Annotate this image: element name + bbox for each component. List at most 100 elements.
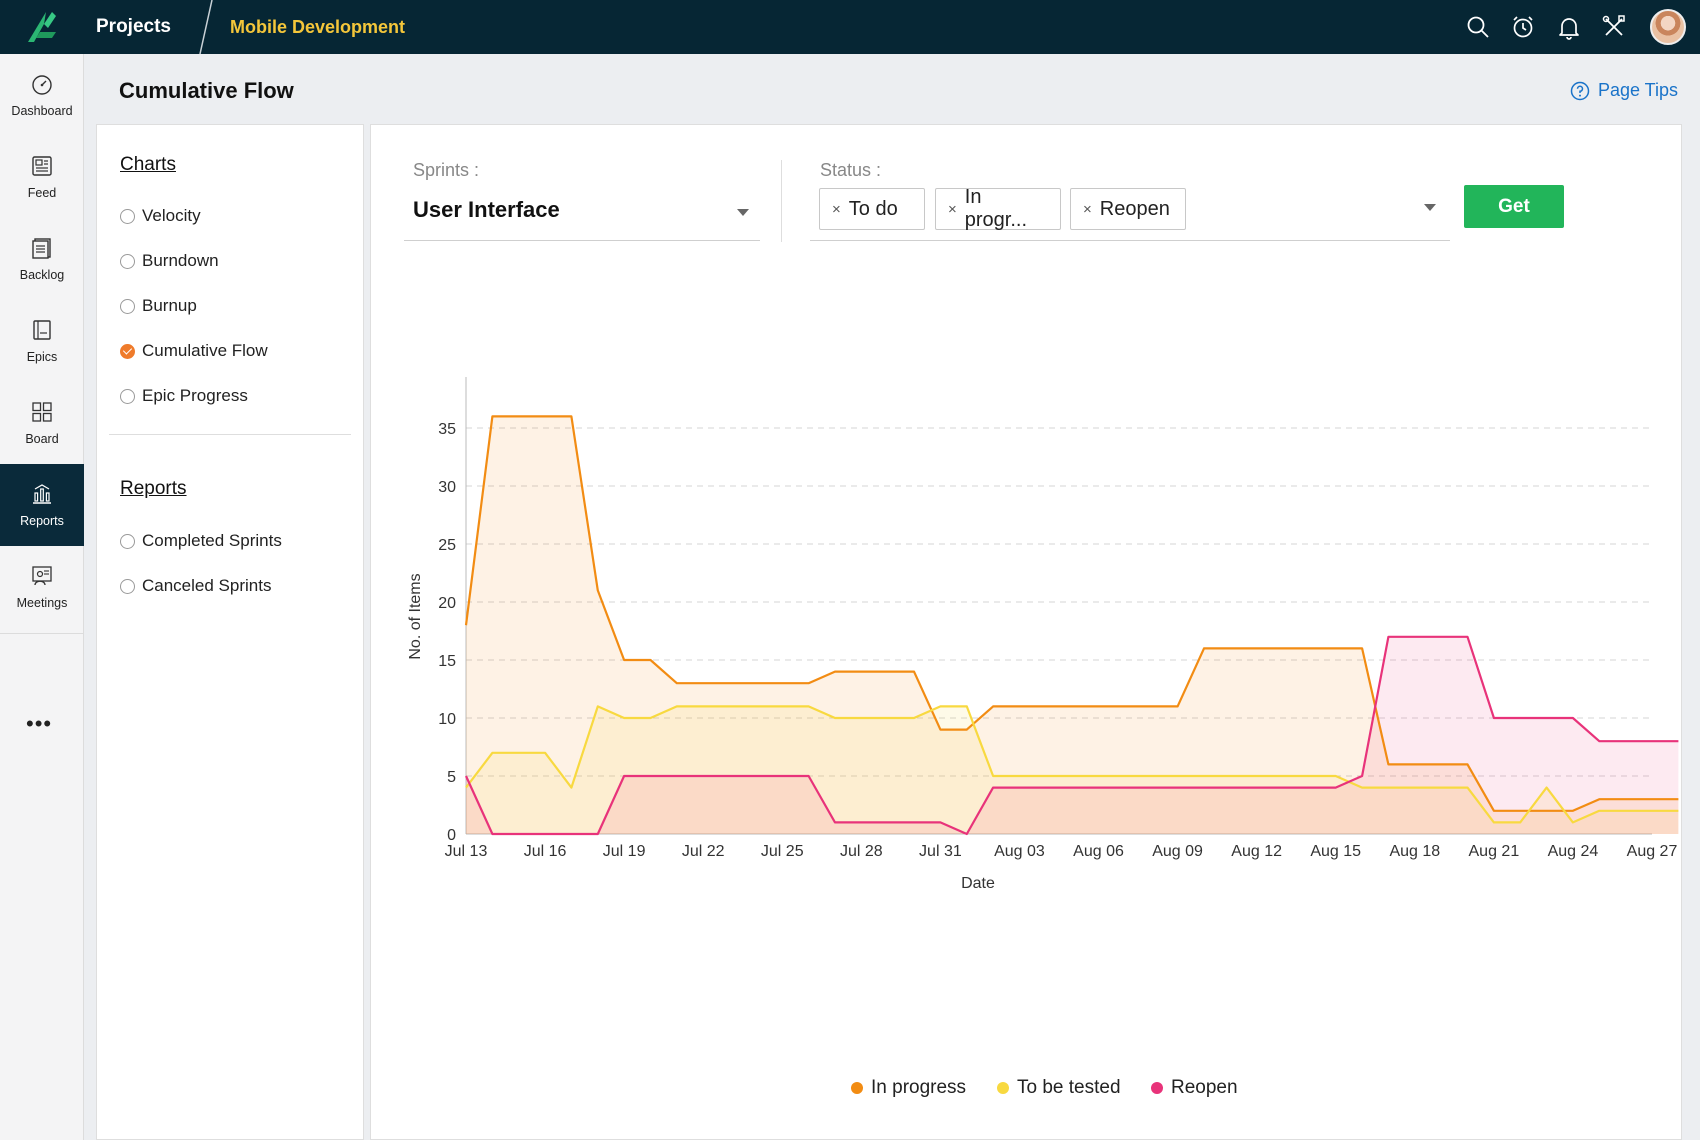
legend-item-reopen[interactable]: Reopen xyxy=(1151,1077,1238,1099)
alarm-clock-icon[interactable] xyxy=(1510,14,1536,40)
nav-label: Dashboard xyxy=(11,104,73,118)
nav-label: Backlog xyxy=(19,268,65,282)
y-tick-label: 25 xyxy=(438,537,456,554)
board-icon xyxy=(32,402,52,422)
x-tick-label: Jul 31 xyxy=(919,843,962,860)
app-logo[interactable] xyxy=(22,10,62,46)
epics-icon xyxy=(33,320,51,340)
status-chip-todo[interactable]: × To do xyxy=(819,188,925,230)
series-line-in-progress xyxy=(464,415,1679,812)
chart-selector-panel: Charts Velocity Burndown Burnup Cumulati… xyxy=(96,124,364,1140)
chart-option-label: Burndown xyxy=(142,251,219,270)
nav-item-backlog[interactable]: Backlog xyxy=(0,218,84,300)
nav-item-dashboard[interactable]: Dashboard xyxy=(0,54,84,136)
x-tick-label: Aug 21 xyxy=(1469,843,1520,860)
legend-dot xyxy=(851,1082,863,1094)
bell-icon[interactable] xyxy=(1556,14,1582,40)
page-header: Cumulative Flow Page Tips xyxy=(84,54,1700,124)
x-tick-label: Aug 06 xyxy=(1073,843,1124,860)
help-icon xyxy=(1570,81,1590,100)
side-divider xyxy=(109,434,351,435)
chart-option-label: Velocity xyxy=(142,206,201,225)
remove-chip-icon[interactable]: × xyxy=(948,200,957,218)
radio-button[interactable] xyxy=(120,208,135,224)
charts-heading[interactable]: Charts xyxy=(120,154,176,175)
chart-option-velocity[interactable]: Velocity xyxy=(120,206,201,226)
legend-dot xyxy=(1151,1082,1163,1094)
chart-option-burndown[interactable]: Burndown xyxy=(120,251,219,271)
get-button[interactable]: Get xyxy=(1464,185,1564,228)
nav-label: Board xyxy=(25,432,59,446)
sprint-dropdown-caret-icon[interactable] xyxy=(737,209,749,216)
top-bar: Projects Mobile Development xyxy=(0,0,1700,54)
project-name[interactable]: Mobile Development xyxy=(230,17,406,37)
chart-panel: Sprints : User Interface Status : × To d… xyxy=(370,124,1682,1140)
remove-chip-icon[interactable]: × xyxy=(1083,200,1092,218)
x-axis-title: Date xyxy=(961,875,995,892)
reports-icon xyxy=(33,484,51,504)
status-chip-reopen[interactable]: × Reopen xyxy=(1070,188,1186,230)
legend-item-to-be-tested[interactable]: To be tested xyxy=(997,1077,1121,1099)
x-tick-label: Jul 13 xyxy=(445,843,488,860)
chart-option-label: Epic Progress xyxy=(142,386,248,405)
x-tick-label: Aug 03 xyxy=(994,843,1045,860)
y-tick-label: 35 xyxy=(438,421,456,438)
legend-dot xyxy=(997,1082,1009,1094)
projects-link[interactable]: Projects xyxy=(96,16,171,37)
report-option-label: Canceled Sprints xyxy=(142,576,272,595)
nav-item-board[interactable]: Board xyxy=(0,382,84,464)
x-tick-label: Aug 24 xyxy=(1548,843,1599,860)
radio-button[interactable] xyxy=(120,253,135,269)
user-avatar[interactable] xyxy=(1650,9,1686,45)
breadcrumb-separator xyxy=(199,0,213,54)
page-tips-link[interactable]: Page Tips xyxy=(1570,80,1678,101)
report-option-canceled-sprints[interactable]: Canceled Sprints xyxy=(120,576,271,596)
x-tick-label: Aug 18 xyxy=(1389,843,1440,860)
nav-label: Meetings xyxy=(16,596,68,610)
nav-item-meetings[interactable]: Meetings xyxy=(0,546,84,628)
nav-item-reports[interactable]: Reports xyxy=(0,464,84,546)
radio-button[interactable] xyxy=(120,388,135,404)
page-tips-label: Page Tips xyxy=(1597,80,1678,100)
y-tick-label: 30 xyxy=(438,479,456,496)
report-option-completed-sprints[interactable]: Completed Sprints xyxy=(120,531,282,551)
series-line-reopen xyxy=(464,635,1679,836)
chart-option-cumulative-flow[interactable]: Cumulative Flow xyxy=(120,341,268,361)
nav-item-feed[interactable]: Feed xyxy=(0,136,84,218)
status-dropdown-caret-icon[interactable] xyxy=(1424,204,1436,211)
nav-item-epics[interactable]: Epics xyxy=(0,300,84,382)
chart-option-epic-progress[interactable]: Epic Progress xyxy=(120,386,248,406)
radio-button[interactable] xyxy=(120,578,135,594)
legend-label: To be tested xyxy=(1017,1077,1121,1098)
y-tick-label: 10 xyxy=(438,711,456,728)
legend-item-in-progress[interactable]: In progress xyxy=(851,1077,966,1099)
series-area-to-be-tested xyxy=(466,706,1679,834)
left-navigation: Dashboard Feed Backlog Epics xyxy=(0,54,84,1140)
series-line-to-be-tested xyxy=(465,705,1679,824)
radio-button-checked[interactable] xyxy=(120,343,135,359)
chart-option-burnup[interactable]: Burnup xyxy=(120,296,197,316)
x-tick-label: Aug 15 xyxy=(1310,843,1361,860)
nav-label: Reports xyxy=(20,514,64,528)
nav-divider xyxy=(0,633,84,634)
radio-button[interactable] xyxy=(120,298,135,314)
reports-heading[interactable]: Reports xyxy=(120,478,187,499)
sprint-select[interactable]: User Interface xyxy=(413,197,560,222)
filter-separator xyxy=(781,160,782,242)
feed-icon xyxy=(32,156,52,176)
gauge-icon xyxy=(32,75,52,95)
remove-chip-icon[interactable]: × xyxy=(832,200,841,218)
tools-icon[interactable] xyxy=(1601,14,1627,40)
status-chip-in-progress[interactable]: × In progr... xyxy=(935,186,1061,231)
chip-label: Reopen xyxy=(1099,197,1170,220)
more-icon[interactable]: ••• xyxy=(26,711,53,736)
sprint-select-underline xyxy=(404,240,760,241)
y-tick-label: 15 xyxy=(438,653,456,670)
chart-option-label: Cumulative Flow xyxy=(142,341,268,360)
nav-label: Feed xyxy=(27,186,57,200)
chart-option-label: Burnup xyxy=(142,296,197,315)
radio-button[interactable] xyxy=(120,533,135,549)
search-icon[interactable] xyxy=(1465,14,1491,40)
series-area-reopen xyxy=(466,636,1679,834)
legend-label: Reopen xyxy=(1171,1077,1238,1098)
